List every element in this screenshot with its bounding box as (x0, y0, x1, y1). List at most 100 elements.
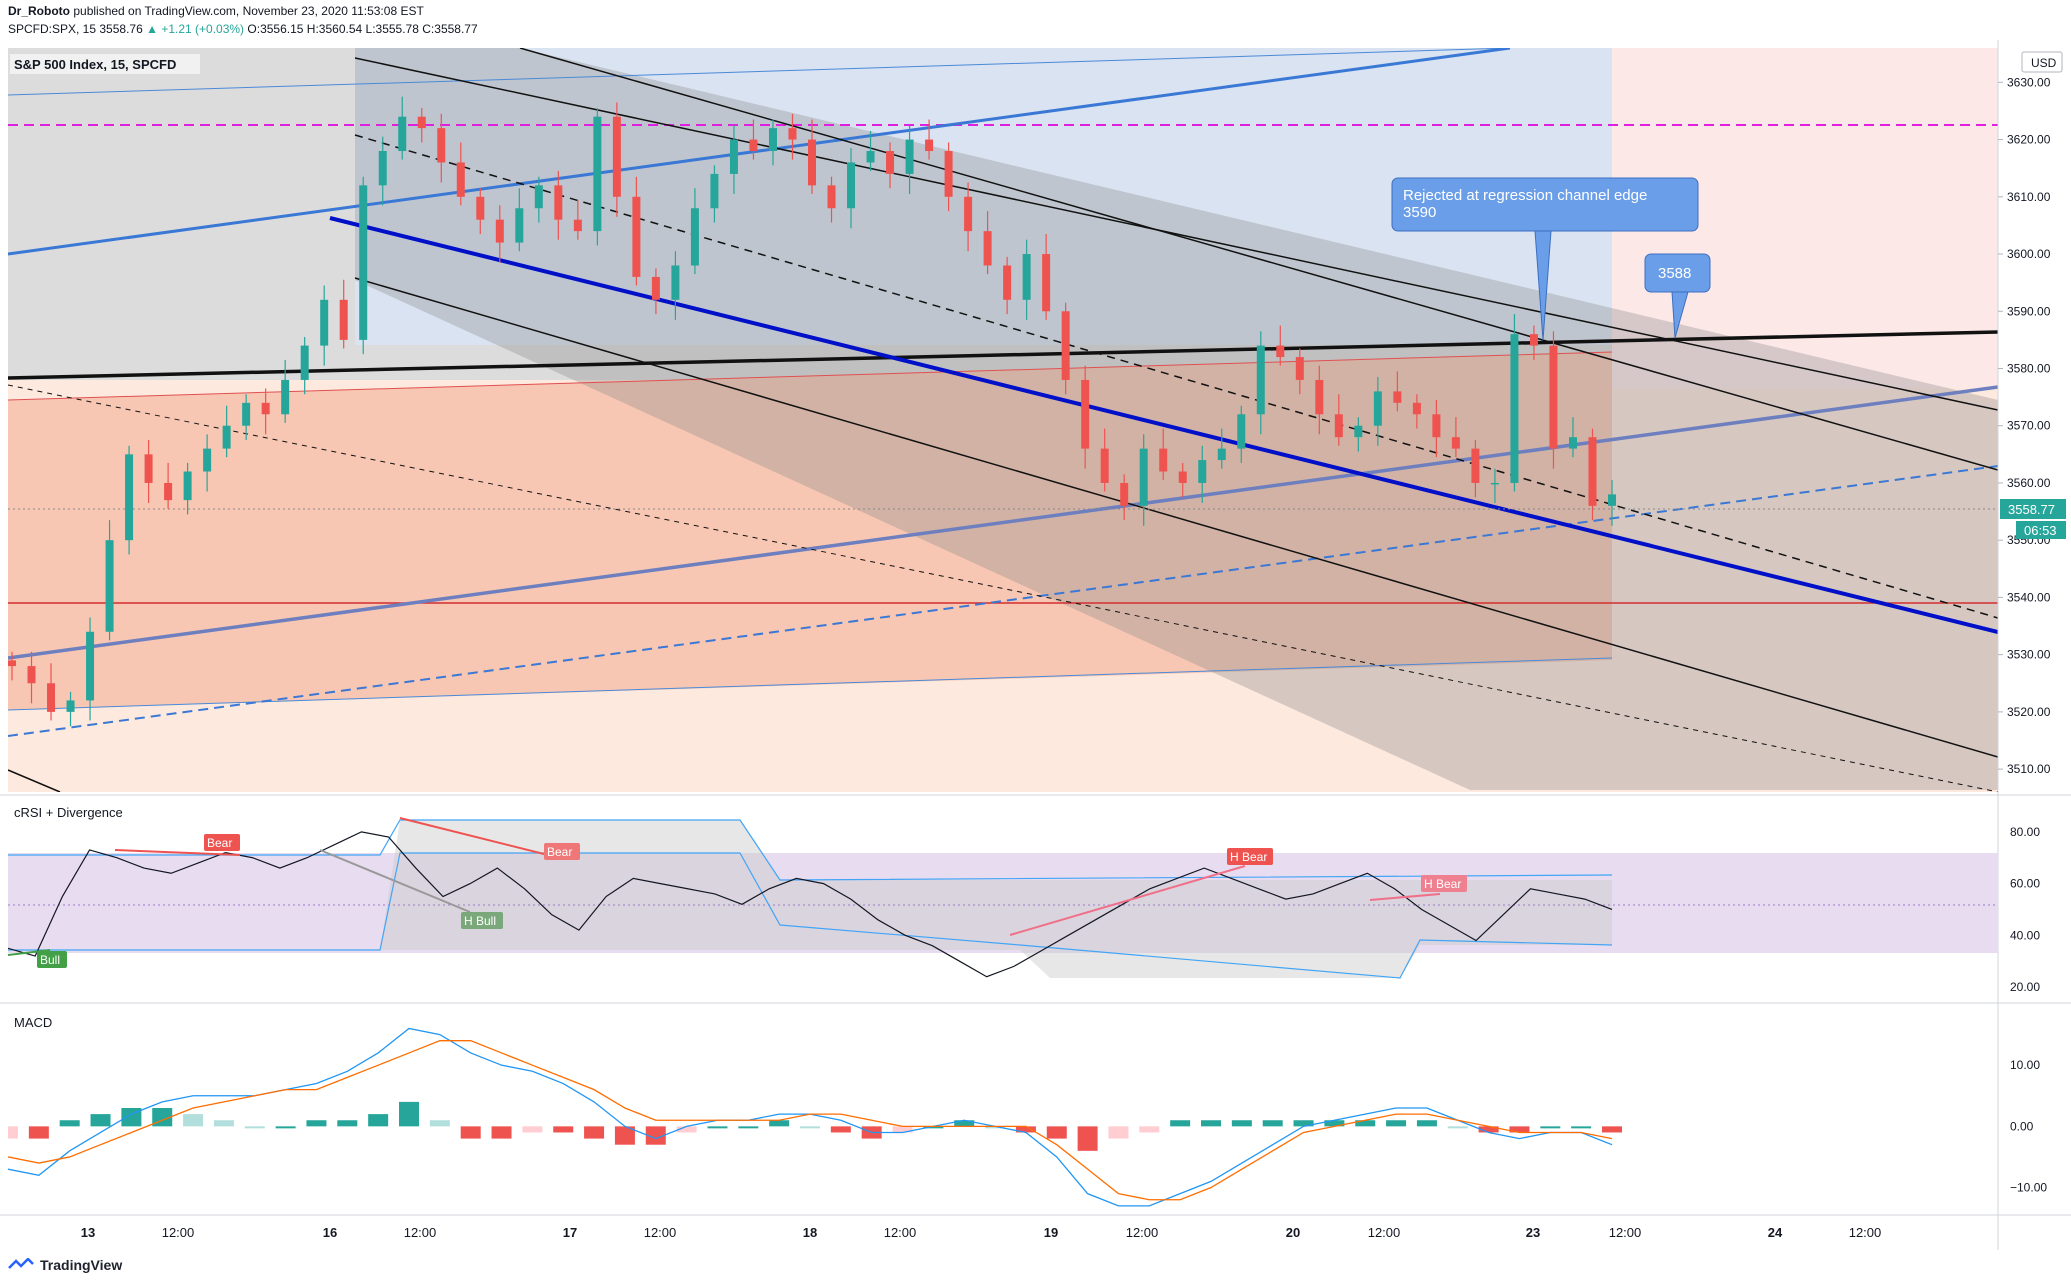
candle-body (515, 208, 524, 243)
macd-title: MACD (14, 1015, 52, 1030)
macd-pane (8, 1027, 1622, 1207)
macd-hist-bar (1324, 1120, 1345, 1127)
candle-body (593, 116, 602, 232)
publish-line: Dr_Roboto published on TradingView.com, … (8, 4, 424, 18)
candle-body (1315, 379, 1324, 415)
candle-body (320, 299, 329, 346)
macd-hist-bar (892, 1126, 913, 1133)
svg-text:Bear: Bear (207, 836, 232, 850)
price-tick-label: 3590.00 (2007, 304, 2051, 318)
price-tick-label: 3610.00 (2007, 190, 2051, 204)
price-tick-label: 3580.00 (2007, 361, 2051, 375)
macd-hist-bar (399, 1101, 419, 1127)
candle-body (105, 540, 114, 632)
ohlc-line: SPCFD:SPX, 15 3558.76 ▲ +1.21 (+0.03%) O… (8, 22, 478, 36)
macd-tick-label: 10.00 (2010, 1058, 2040, 1072)
time-axis[interactable]: 13 12:00 16 12:00 17 12:00 18 12:00 19 12:00 20 12:… (81, 1225, 1882, 1240)
price-badge: 3558.77 (2008, 502, 2055, 517)
time-tick-label: 12:00 (404, 1225, 437, 1240)
callout-3588[interactable]: 3588 (1644, 253, 1711, 339)
price-tick-label: 3520.00 (2007, 705, 2051, 719)
time-tick-label: 19 (1044, 1225, 1058, 1240)
crsi-label-bull: Bull (37, 951, 67, 968)
candle-body (1373, 391, 1382, 426)
macd-hist-bar (306, 1120, 327, 1127)
candle-body (47, 683, 56, 712)
low-value: 3555.78 (375, 22, 419, 36)
time-tick-label: 18 (803, 1225, 817, 1240)
candle-body (203, 448, 212, 472)
macd-hist-bar (1602, 1126, 1622, 1133)
macd-hist-bar (1077, 1126, 1098, 1151)
candle-body (632, 196, 641, 277)
crsi-tick-label: 60.00 (2010, 877, 2040, 891)
usd-badge[interactable]: USD (2021, 51, 2063, 73)
macd-hist-bar (1478, 1126, 1499, 1133)
candle-body (925, 139, 934, 152)
macd-hist-bar (830, 1126, 851, 1133)
candle-body (125, 454, 134, 541)
candle-body (1276, 345, 1285, 358)
chart-canvas[interactable]: Rejected at regression channel edge 3590… (0, 0, 2071, 1250)
time-tick-label: 12:00 (1609, 1225, 1642, 1240)
brand[interactable]: TradingView (40, 1257, 123, 1273)
crsi-label-h-bear-2: H Bear (1421, 875, 1467, 892)
crsi-tick-label: 80.00 (2010, 825, 2040, 839)
candle-body (476, 196, 485, 220)
crsi-axis[interactable]: 20.00 40.00 60.00 80.00 (2010, 825, 2040, 994)
macd-hist-bar (1416, 1120, 1437, 1127)
price-axis[interactable]: 3510.003520.003530.003540.003550.003560.… (1998, 75, 2051, 776)
candle-body (1256, 345, 1265, 415)
macd-hist-bar (769, 1120, 790, 1127)
macd-hist-bar (1046, 1126, 1067, 1139)
time-tick-label: 12:00 (1126, 1225, 1159, 1240)
close-value: 3558.77 (434, 22, 478, 36)
macd-hist-bar (707, 1126, 728, 1129)
time-tick-label: 13 (81, 1225, 95, 1240)
macd-hist-bar (1540, 1126, 1561, 1129)
published-text: published on TradingView.com, November 2… (73, 4, 424, 18)
candle-body (651, 276, 660, 300)
macd-axis[interactable]: −10.00 0.00 10.00 (2010, 1058, 2047, 1194)
candle-body (768, 128, 777, 152)
price-tick-label: 3560.00 (2007, 476, 2051, 490)
candle-body (242, 402, 251, 426)
candle-body (866, 151, 875, 163)
candle-body (847, 162, 856, 209)
footer: TradingView (8, 1257, 122, 1273)
tradingview-logo-icon (8, 1258, 34, 1269)
time-tick-label: 12:00 (644, 1225, 677, 1240)
macd-tick-label: −10.00 (2010, 1181, 2047, 1195)
crsi-label-bear-1: Bear (204, 834, 240, 851)
callout-rejected[interactable]: Rejected at regression channel edge 3590 (1391, 177, 1699, 341)
macd-histogram (8, 1101, 1622, 1151)
main-pane-title: S&P 500 Index, 15, SPCFD (14, 57, 176, 72)
svg-text:H Bear: H Bear (1230, 850, 1267, 864)
macd-hist-bar (28, 1126, 49, 1139)
macd-hist-bar (800, 1126, 820, 1129)
author[interactable]: Dr_Roboto (8, 4, 70, 18)
time-tick-label: 20 (1286, 1225, 1300, 1240)
macd-hist-bar (429, 1120, 450, 1127)
price-tick-label: 3570.00 (2007, 419, 2051, 433)
macd-hist-bar (275, 1126, 296, 1129)
candle-body (1198, 460, 1207, 483)
candles-group (8, 96, 1616, 727)
price-tick-label: 3620.00 (2007, 133, 2051, 147)
macd-hist-bar (584, 1126, 605, 1139)
macd-hist-bar (1015, 1126, 1036, 1133)
candle-body (710, 173, 719, 209)
open-value: 3556.15 (260, 22, 304, 36)
candle-body (983, 231, 992, 266)
candle-body (339, 299, 348, 340)
candle-body (222, 425, 231, 449)
macd-hist-bar (1509, 1126, 1530, 1133)
candle-body (1510, 334, 1519, 483)
candle-body (1490, 482, 1499, 485)
candle-body (964, 196, 973, 232)
candle-body (1432, 414, 1441, 438)
candle-body (808, 139, 816, 186)
callout-3588-text: 3588 (1658, 265, 1691, 282)
macd-hist-bar (244, 1126, 265, 1129)
candle-body (1022, 254, 1031, 300)
